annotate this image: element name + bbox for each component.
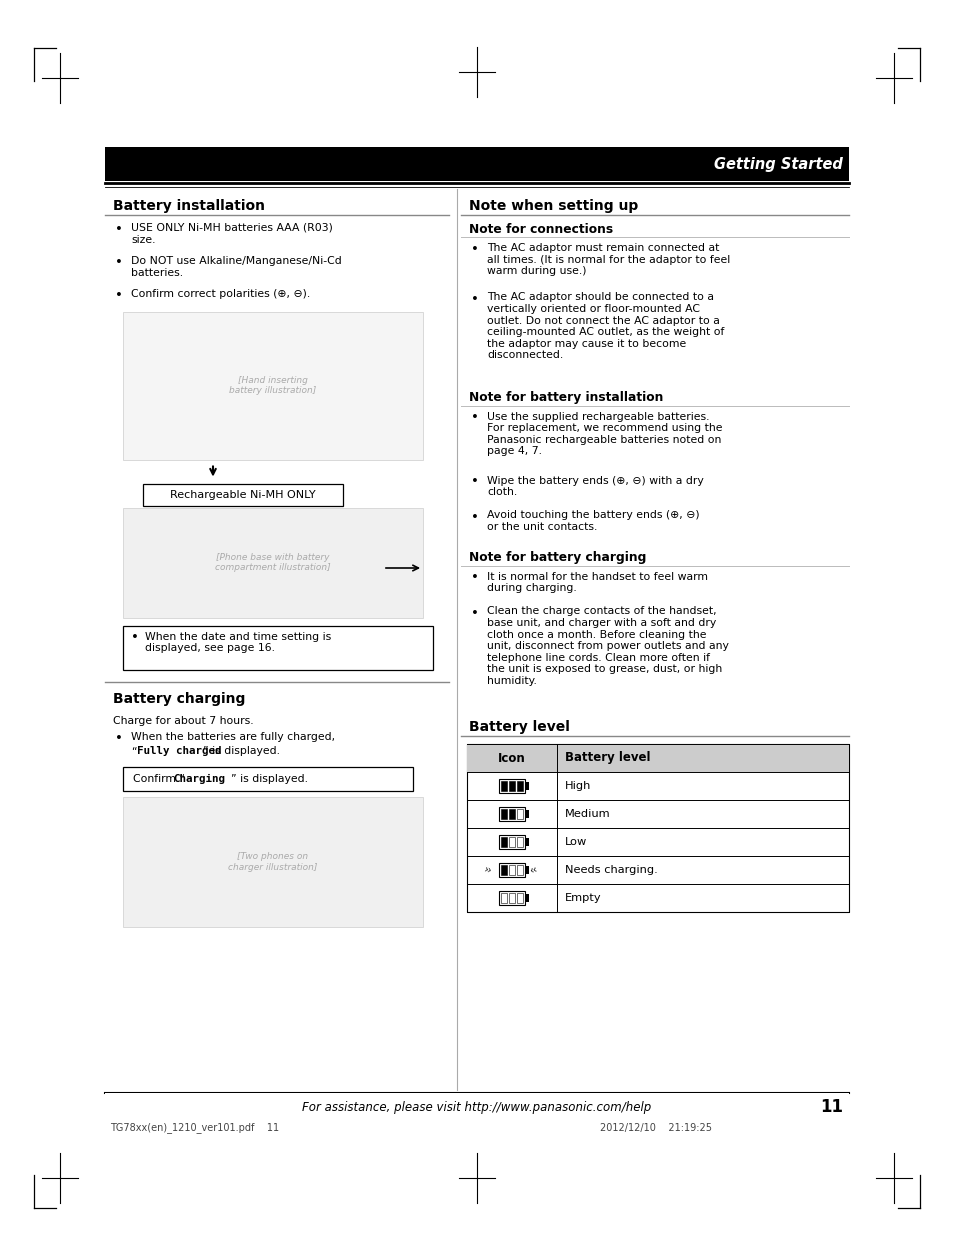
- Bar: [143, 484, 343, 505]
- Bar: [524, 810, 529, 818]
- Bar: [123, 508, 422, 618]
- Text: Note for battery charging: Note for battery charging: [469, 551, 646, 565]
- Text: Note for connections: Note for connections: [469, 223, 613, 236]
- Text: Low: Low: [564, 836, 587, 848]
- Text: Battery level: Battery level: [469, 720, 569, 733]
- Text: Use the supplied rechargeable batteries.
For replacement, we recommend using the: Use the supplied rechargeable batteries.…: [486, 412, 721, 457]
- Bar: [524, 782, 529, 791]
- Bar: [105, 1093, 848, 1121]
- Bar: [498, 779, 524, 793]
- Bar: [500, 836, 506, 848]
- Bar: [500, 809, 506, 819]
- Text: Medium: Medium: [564, 809, 610, 819]
- Text: ‹‹: ‹‹: [527, 864, 537, 876]
- Text: 11: 11: [820, 1098, 842, 1116]
- Text: The AC adaptor should be connected to a
vertically oriented or floor-mounted AC
: The AC adaptor should be connected to a …: [486, 293, 723, 360]
- Text: •: •: [115, 256, 123, 269]
- Bar: [524, 866, 529, 874]
- Bar: [517, 781, 522, 791]
- Text: The AC adaptor must remain connected at
all times. (It is normal for the adaptor: The AC adaptor must remain connected at …: [486, 243, 729, 277]
- Text: ” is displayed.: ” is displayed.: [203, 747, 280, 757]
- Bar: [498, 891, 524, 905]
- Text: [Hand inserting
battery illustration]: [Hand inserting battery illustration]: [229, 376, 316, 395]
- Bar: [517, 836, 522, 848]
- Text: •: •: [115, 732, 123, 745]
- Bar: [105, 146, 848, 181]
- Text: Battery charging: Battery charging: [112, 691, 245, 705]
- Bar: [500, 894, 506, 903]
- Text: TG78xx(en)_1210_ver101.pdf    11: TG78xx(en)_1210_ver101.pdf 11: [110, 1123, 279, 1133]
- Bar: [123, 797, 422, 927]
- Text: •: •: [131, 630, 139, 644]
- Bar: [509, 865, 515, 875]
- Text: “: “: [131, 747, 136, 757]
- Bar: [517, 894, 522, 903]
- Text: Charge for about 7 hours.: Charge for about 7 hours.: [112, 716, 253, 726]
- Bar: [509, 894, 515, 903]
- Text: •: •: [471, 412, 478, 424]
- Text: Note for battery installation: Note for battery installation: [469, 391, 662, 405]
- Text: Icon: Icon: [497, 752, 525, 764]
- Text: Do NOT use Alkaline/Manganese/Ni-Cd
batteries.: Do NOT use Alkaline/Manganese/Ni-Cd batt…: [131, 256, 341, 278]
- Text: ” is displayed.: ” is displayed.: [231, 774, 308, 784]
- Text: Fully charged: Fully charged: [137, 747, 221, 757]
- Bar: [123, 311, 422, 459]
- Text: Empty: Empty: [564, 894, 601, 903]
- Bar: [467, 745, 848, 772]
- Bar: [524, 838, 529, 846]
- Text: USE ONLY Ni-MH batteries AAA (R03)
size.: USE ONLY Ni-MH batteries AAA (R03) size.: [131, 223, 333, 244]
- Text: •: •: [471, 293, 478, 305]
- Bar: [509, 781, 515, 791]
- Text: Battery installation: Battery installation: [112, 199, 265, 213]
- Text: •: •: [471, 510, 478, 524]
- Bar: [517, 865, 522, 875]
- Bar: [498, 807, 524, 822]
- Bar: [509, 809, 515, 819]
- Bar: [123, 767, 413, 791]
- Text: Confirm “: Confirm “: [132, 774, 185, 784]
- Bar: [509, 836, 515, 848]
- Text: When the batteries are fully charged,: When the batteries are fully charged,: [131, 732, 335, 742]
- Text: It is normal for the handset to feel warm
during charging.: It is normal for the handset to feel war…: [486, 572, 707, 593]
- Bar: [500, 865, 506, 875]
- Bar: [467, 745, 848, 912]
- Text: •: •: [471, 607, 478, 619]
- Bar: [498, 835, 524, 849]
- Text: Clean the charge contacts of the handset,
base unit, and charger with a soft and: Clean the charge contacts of the handset…: [486, 607, 728, 686]
- Text: Avoid touching the battery ends (⊕, ⊖)
or the unit contacts.: Avoid touching the battery ends (⊕, ⊖) o…: [486, 510, 699, 532]
- Text: •: •: [471, 243, 478, 256]
- Text: Confirm correct polarities (⊕, ⊖).: Confirm correct polarities (⊕, ⊖).: [131, 289, 310, 299]
- Text: 2012/12/10    21:19:25: 2012/12/10 21:19:25: [599, 1123, 711, 1133]
- Text: Getting Started: Getting Started: [714, 156, 842, 171]
- Text: Needs charging.: Needs charging.: [564, 865, 657, 875]
- Bar: [498, 862, 524, 877]
- Text: Battery level: Battery level: [564, 752, 650, 764]
- Text: Wipe the battery ends (⊕, ⊖) with a dry
cloth.: Wipe the battery ends (⊕, ⊖) with a dry …: [486, 475, 703, 498]
- Bar: [517, 809, 522, 819]
- Text: Charging: Charging: [172, 774, 225, 784]
- Text: •: •: [471, 572, 478, 585]
- Text: ››: ››: [481, 864, 492, 876]
- Bar: [500, 781, 506, 791]
- Bar: [123, 625, 433, 669]
- Text: Note when setting up: Note when setting up: [469, 199, 638, 213]
- Text: Rechargeable Ni-MH ONLY: Rechargeable Ni-MH ONLY: [170, 489, 315, 499]
- Text: •: •: [115, 289, 123, 302]
- Text: [Phone base with battery
compartment illustration]: [Phone base with battery compartment ill…: [215, 552, 331, 572]
- Text: High: High: [564, 781, 591, 791]
- Text: •: •: [115, 223, 123, 236]
- Text: For assistance, please visit http://www.panasonic.com/help: For assistance, please visit http://www.…: [302, 1101, 651, 1113]
- Text: •: •: [471, 475, 478, 489]
- Text: [Two phones on
charger illustration]: [Two phones on charger illustration]: [228, 853, 317, 871]
- Bar: [524, 894, 529, 902]
- Text: When the date and time setting is
displayed, see page 16.: When the date and time setting is displa…: [145, 632, 331, 653]
